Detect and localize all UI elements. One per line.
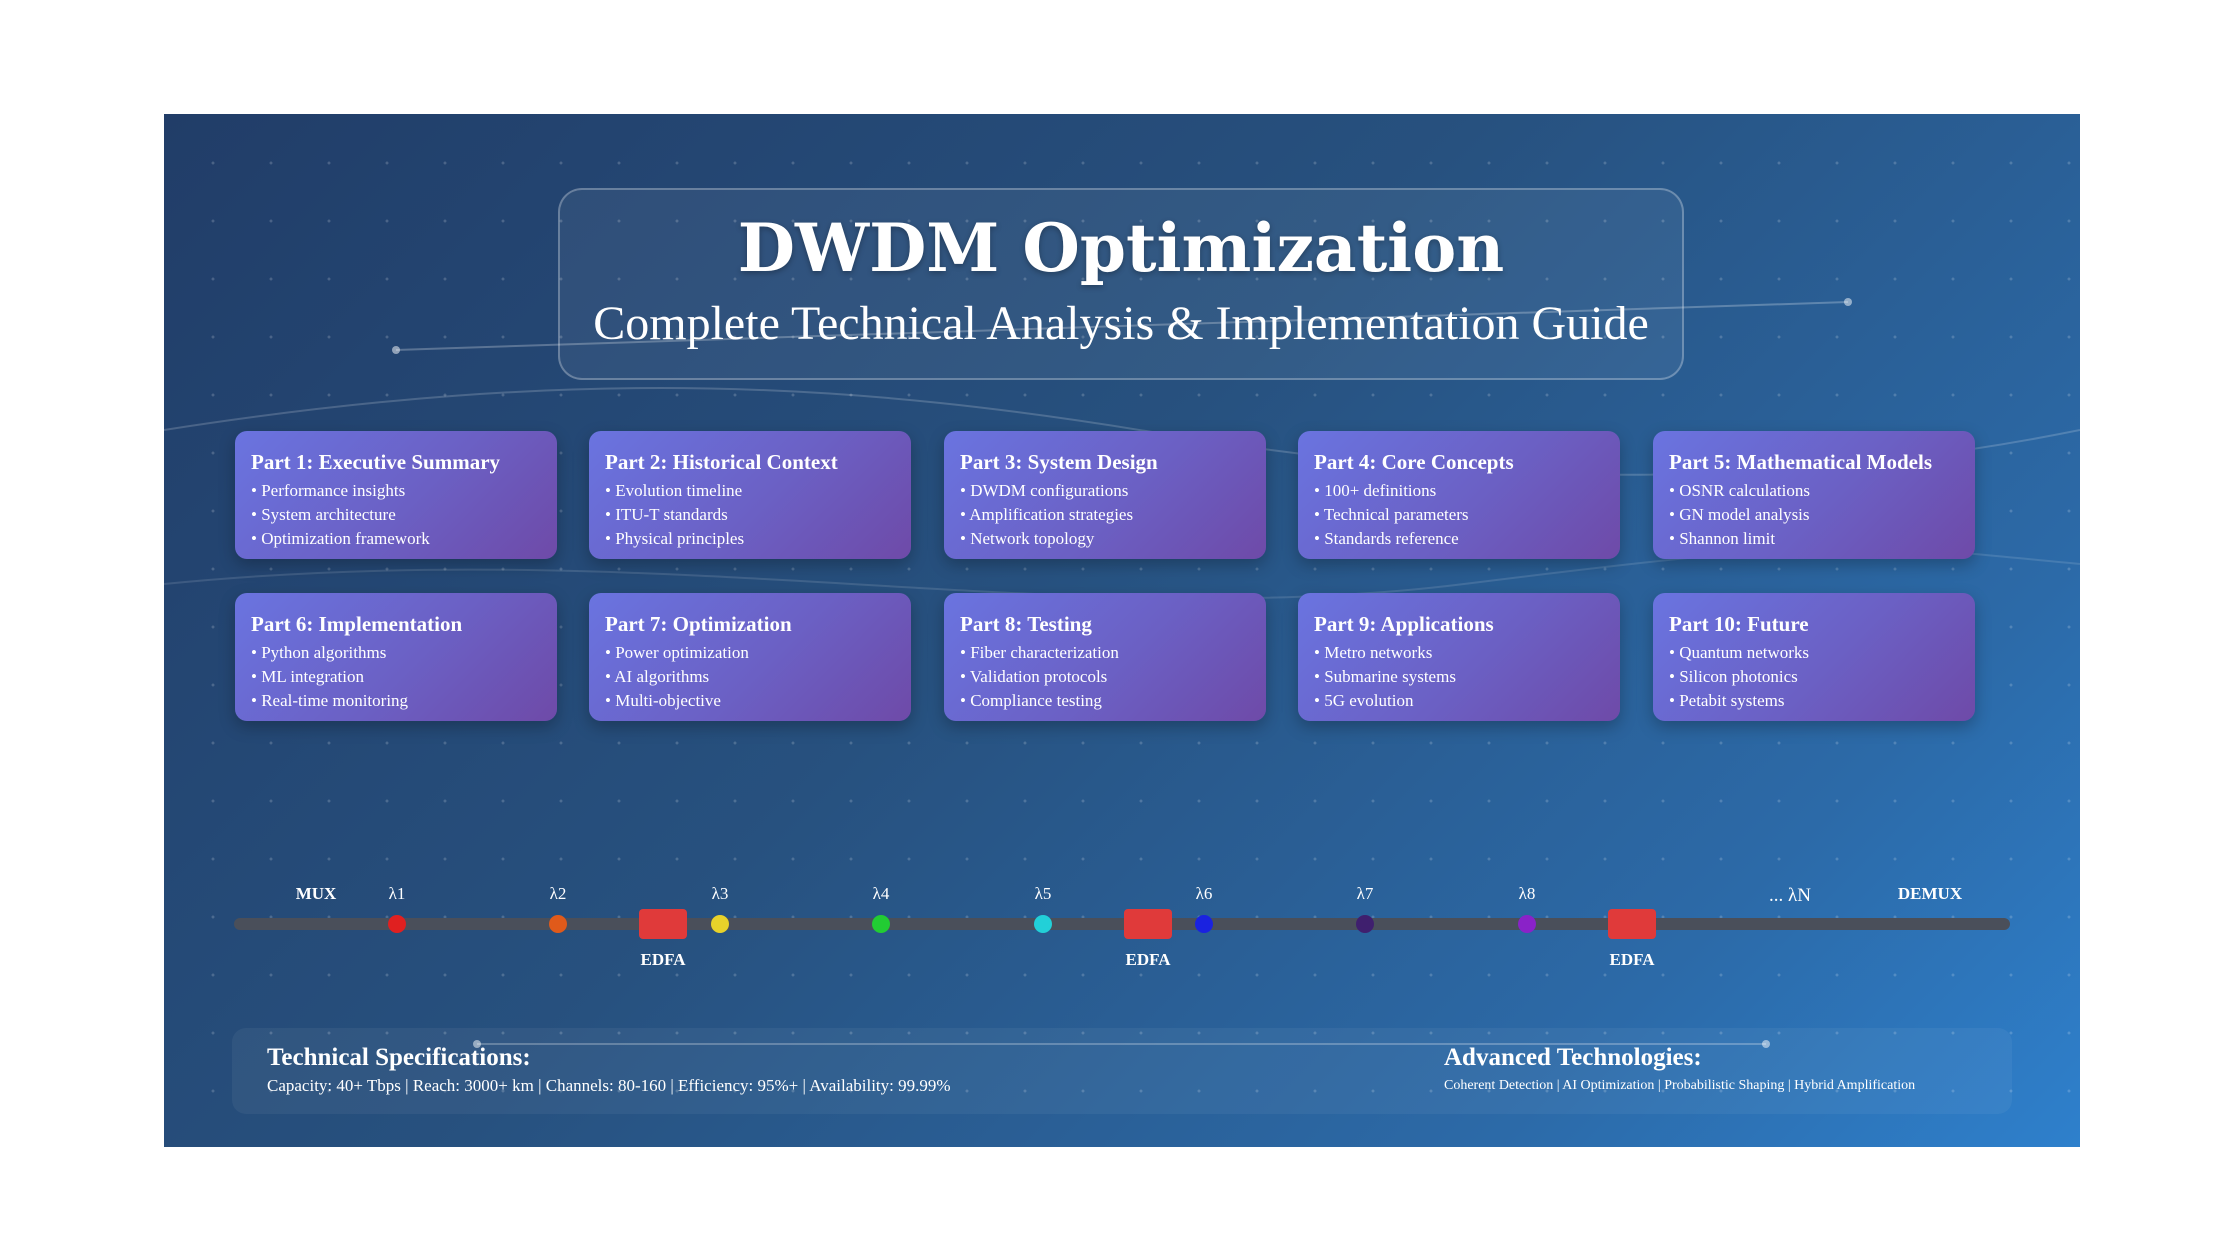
tech-specs-text: Capacity: 40+ Tbps | Reach: 3000+ km | C…: [267, 1076, 951, 1095]
card-title: Part 10: Future: [1669, 612, 1809, 636]
channel-label-6: λ6: [1196, 884, 1213, 903]
advanced-tech-text: Coherent Detection | AI Optimization | P…: [1444, 1078, 1916, 1093]
card-item: Silicon photonics: [1669, 665, 1959, 689]
channel-label-7: λ7: [1357, 884, 1374, 903]
card-part-7: Part 7: Optimization Power optimization …: [589, 593, 911, 721]
fiber-line: [234, 918, 2010, 930]
card-item: Quantum networks: [1669, 641, 1959, 665]
card-item: OSNR calculations: [1669, 479, 1959, 503]
tech-specs-heading: Technical Specifications:: [267, 1044, 531, 1071]
card-part-10: Part 10: Future Quantum networks Silicon…: [1653, 593, 1975, 721]
card-item: Power optimization: [605, 641, 895, 665]
edfa-label-1: EDFA: [640, 950, 686, 969]
card-item: Shannon limit: [1669, 527, 1959, 551]
card-title: Part 2: Historical Context: [605, 450, 838, 474]
card-part-8: Part 8: Testing Fiber characterization V…: [944, 593, 1266, 721]
card-part-1: Part 1: Executive Summary Performance in…: [235, 431, 557, 559]
channel-label-1: λ1: [389, 884, 406, 903]
channel-label-2: λ2: [550, 884, 567, 903]
card-part-5: Part 5: Mathematical Models OSNR calcula…: [1653, 431, 1975, 559]
card-item: System architecture: [251, 503, 541, 527]
edfa-amplifier-3: [1608, 909, 1656, 939]
card-item: 100+ definitions: [1314, 479, 1604, 503]
channel-dot-2: [549, 915, 567, 933]
channel-dot-5: [1034, 915, 1052, 933]
channel-label-5: λ5: [1035, 884, 1052, 903]
channel-dot-4: [872, 915, 890, 933]
channel-dot-8: [1518, 915, 1536, 933]
channel-dot-1: [388, 915, 406, 933]
card-title: Part 7: Optimization: [605, 612, 792, 636]
card-item: AI algorithms: [605, 665, 895, 689]
card-item: Fiber characterization: [960, 641, 1250, 665]
channel-dot-3: [711, 915, 729, 933]
card-part-6: Part 6: Implementation Python algorithms…: [235, 593, 557, 721]
channel-label-8: λ8: [1519, 884, 1536, 903]
card-item: Network topology: [960, 527, 1250, 551]
card-item: Performance insights: [251, 479, 541, 503]
card-item: Technical parameters: [1314, 503, 1604, 527]
card-item: Metro networks: [1314, 641, 1604, 665]
page-subtitle: Complete Technical Analysis & Implementa…: [593, 297, 1649, 350]
channel-dot-6: [1195, 915, 1213, 933]
card-title: Part 1: Executive Summary: [251, 450, 501, 474]
card-item: Petabit systems: [1669, 689, 1959, 713]
channel-label-4: λ4: [873, 884, 890, 903]
page-title: DWDM Optimization: [737, 209, 1505, 287]
card-item: Real-time monitoring: [251, 689, 541, 713]
slide: DWDM Optimization Complete Technical Ana…: [164, 114, 2080, 1147]
edfa-label-2: EDFA: [1125, 950, 1171, 969]
card-item: ITU-T standards: [605, 503, 895, 527]
title-box: DWDM Optimization Complete Technical Ana…: [558, 188, 1684, 380]
advanced-tech-heading: Advanced Technologies:: [1444, 1044, 1702, 1071]
card-title: Part 5: Mathematical Models: [1669, 450, 1933, 474]
mux-label: MUX: [296, 884, 337, 903]
demux-label: DEMUX: [1898, 884, 1963, 903]
card-part-3: Part 3: System Design DWDM configuration…: [944, 431, 1266, 559]
card-item: Amplification strategies: [960, 503, 1250, 527]
card-item: ML integration: [251, 665, 541, 689]
card-title: Part 8: Testing: [960, 612, 1092, 636]
card-item: Evolution timeline: [605, 479, 895, 503]
channel-dot-7: [1356, 915, 1374, 933]
card-item: DWDM configurations: [960, 479, 1250, 503]
dwdm-diagram: MUX DEMUX ... λN EDFA EDFA EDFA λ1 λ2 λ3…: [234, 884, 2010, 969]
card-title: Part 3: System Design: [960, 450, 1158, 474]
card-part-4: Part 4: Core Concepts 100+ definitions T…: [1298, 431, 1620, 559]
card-part-9: Part 9: Applications Metro networks Subm…: [1298, 593, 1620, 721]
card-title: Part 4: Core Concepts: [1314, 450, 1514, 474]
card-item: Submarine systems: [1314, 665, 1604, 689]
card-item: Python algorithms: [251, 641, 541, 665]
card-item: Optimization framework: [251, 527, 541, 551]
card-title: Part 6: Implementation: [251, 612, 463, 636]
card-part-2: Part 2: Historical Context Evolution tim…: [589, 431, 911, 559]
card-item: Multi-objective: [605, 689, 895, 713]
edfa-amplifier-2: [1124, 909, 1172, 939]
card-title: Part 9: Applications: [1314, 612, 1494, 636]
card-item: 5G evolution: [1314, 689, 1604, 713]
edfa-amplifier-1: [639, 909, 687, 939]
card-item: Physical principles: [605, 527, 895, 551]
card-item: GN model analysis: [1669, 503, 1959, 527]
card-item: Standards reference: [1314, 527, 1604, 551]
channel-tail-label: ... λN: [1769, 885, 1811, 906]
edfa-label-3: EDFA: [1609, 950, 1655, 969]
specs-bar: [232, 1028, 2012, 1114]
channel-label-3: λ3: [712, 884, 729, 903]
card-item: Validation protocols: [960, 665, 1250, 689]
card-item: Compliance testing: [960, 689, 1250, 713]
